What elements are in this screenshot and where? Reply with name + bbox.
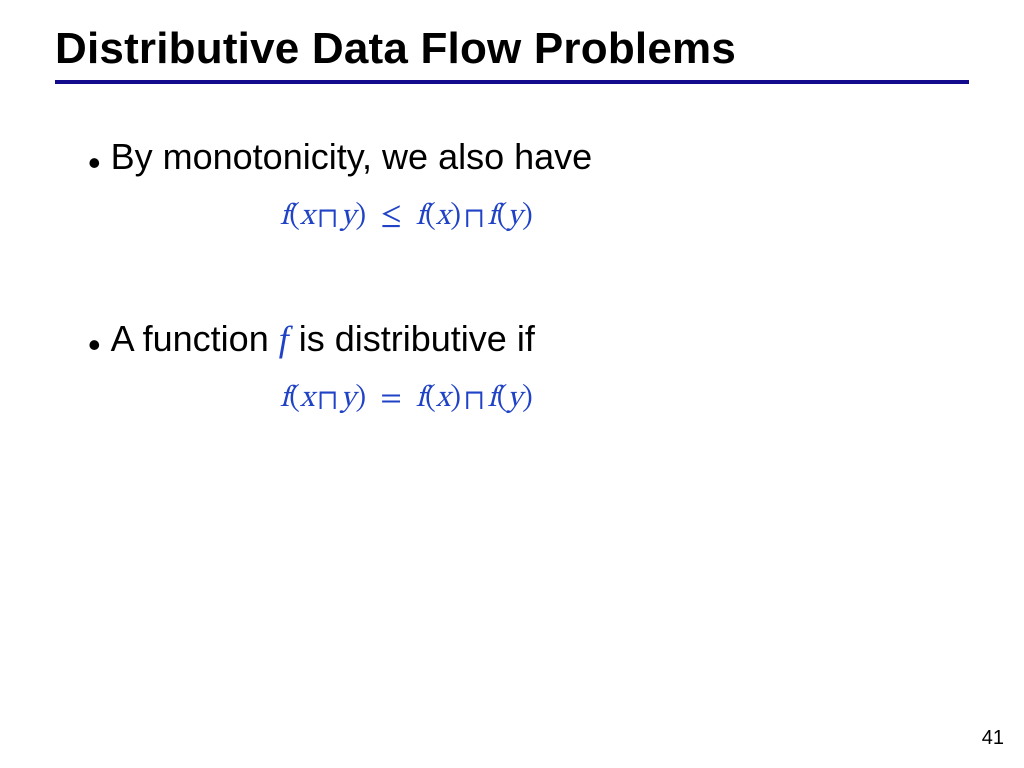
- page-title: Distributive Data Flow Problems: [55, 24, 969, 80]
- bullet-var: f: [279, 319, 289, 359]
- formula-monotone: f(x ⊓ y) ≤ f(x) ⊓ f(y): [280, 198, 533, 236]
- relation-symbol: ≤: [380, 202, 402, 232]
- bullet-text: A function f is distributive if: [111, 318, 535, 360]
- bullet-distributive: • A function f is distributive if: [88, 318, 535, 360]
- title-underline: Distributive Data Flow Problems: [55, 24, 969, 84]
- formula-distributive: f(x ⊓ y) = f(x) ⊓ f(y): [280, 380, 533, 418]
- relation-symbol: =: [380, 384, 402, 414]
- bullet-before: By monotonicity, we also have: [111, 136, 593, 177]
- bullet-before: A function: [111, 318, 279, 359]
- bullet-monotonicity: • By monotonicity, we also have: [88, 136, 592, 178]
- bullet-dot-icon: •: [88, 327, 101, 363]
- page-number: 41: [982, 727, 1004, 750]
- slide: Distributive Data Flow Problems • By mon…: [0, 0, 1024, 768]
- bullet-text: By monotonicity, we also have: [111, 136, 593, 178]
- bullet-dot-icon: •: [88, 145, 101, 181]
- bullet-after: is distributive if: [289, 318, 535, 359]
